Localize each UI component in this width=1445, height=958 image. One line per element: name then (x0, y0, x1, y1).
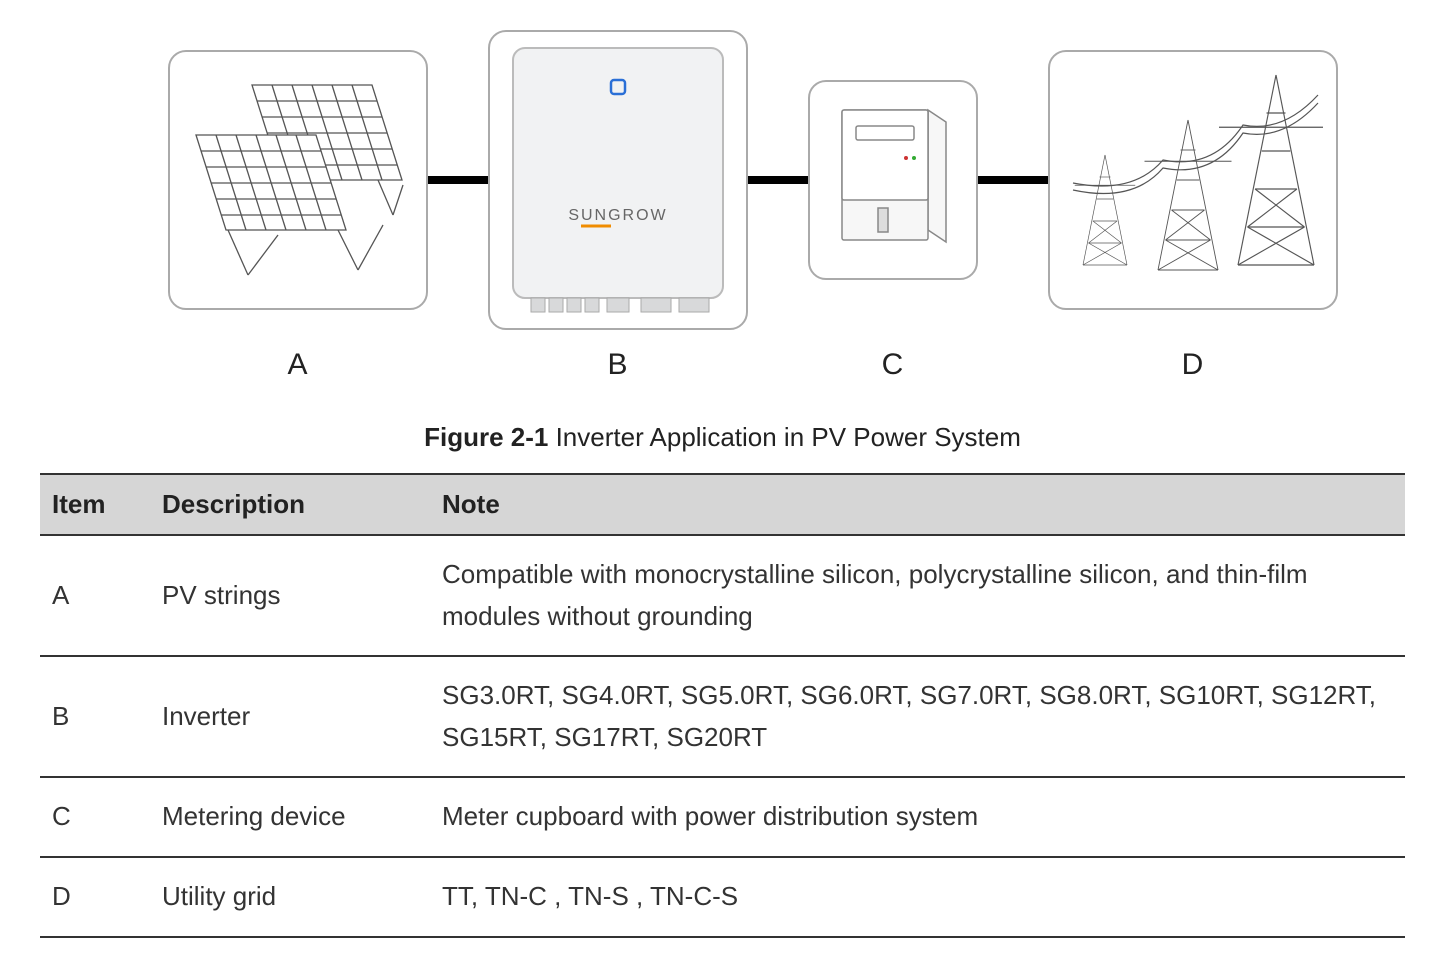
connector-c-d (978, 176, 1048, 184)
cell-note: Meter cupboard with power distribution s… (430, 777, 1405, 857)
cell-item: A (40, 535, 150, 656)
components-table: Item Description Note A PV strings Compa… (40, 473, 1405, 938)
table-row: B Inverter SG3.0RT, SG4.0RT, SG5.0RT, SG… (40, 656, 1405, 777)
col-header-description: Description (150, 474, 430, 535)
cell-item: D (40, 857, 150, 937)
diagram-box-b: SUNGROW (488, 30, 748, 330)
table-row: C Metering device Meter cupboard with po… (40, 777, 1405, 857)
table-header-row: Item Description Note (40, 474, 1405, 535)
system-diagram: SUNGROW (100, 30, 1405, 330)
cell-description: Metering device (150, 777, 430, 857)
cell-description: Inverter (150, 656, 430, 777)
figure-number: Figure 2-1 (424, 422, 548, 452)
figure-title: Inverter Application in PV Power System (556, 422, 1021, 452)
cell-description: PV strings (150, 535, 430, 656)
inverter-brand-label: SUNGROW (568, 207, 667, 224)
inverter-icon: SUNGROW (503, 40, 733, 320)
table-row: A PV strings Compatible with monocrystal… (40, 535, 1405, 656)
utility-grid-icon (1063, 65, 1323, 295)
figure-caption: Figure 2-1 Inverter Application in PV Po… (40, 422, 1405, 453)
cell-item: B (40, 656, 150, 777)
label-a: A (168, 348, 428, 382)
cell-description: Utility grid (150, 857, 430, 937)
label-b: B (488, 348, 748, 382)
label-c: C (808, 348, 978, 382)
connector-a-b (428, 176, 488, 184)
diagram-labels: A B C D (100, 348, 1405, 382)
diagram-box-c (808, 80, 978, 280)
diagram-box-a (168, 50, 428, 310)
cell-note: Compatible with monocrystalline silicon,… (430, 535, 1405, 656)
col-header-note: Note (430, 474, 1405, 535)
col-header-item: Item (40, 474, 150, 535)
cell-note: SG3.0RT, SG4.0RT, SG5.0RT, SG6.0RT, SG7.… (430, 656, 1405, 777)
label-d: D (1048, 348, 1338, 382)
meter-icon (828, 100, 958, 260)
cell-item: C (40, 777, 150, 857)
cell-note: TT, TN-C , TN-S , TN-C-S (430, 857, 1405, 937)
diagram-box-d (1048, 50, 1338, 310)
table-row: D Utility grid TT, TN-C , TN-S , TN-C-S (40, 857, 1405, 937)
pv-strings-icon (188, 75, 408, 285)
connector-b-c (748, 176, 808, 184)
